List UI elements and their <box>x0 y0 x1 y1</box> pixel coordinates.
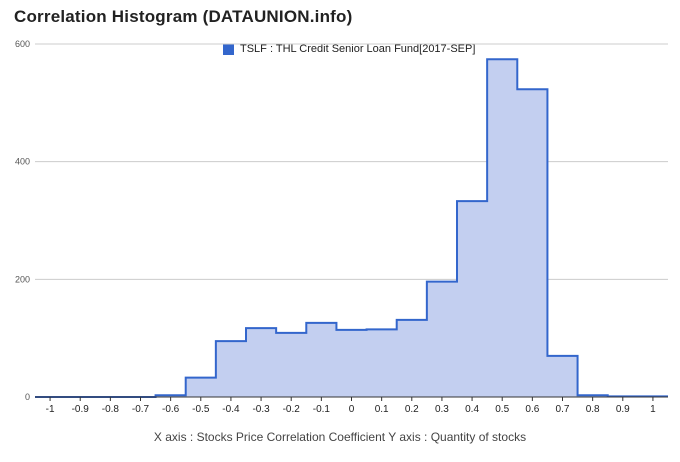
x-tick-label: 0.4 <box>465 404 479 415</box>
histogram-bin <box>547 356 577 397</box>
histogram-bin <box>336 330 366 397</box>
x-tick-label: 0.3 <box>435 404 449 415</box>
histogram-bin <box>367 329 397 397</box>
x-tick-label: -0.8 <box>102 404 120 415</box>
x-tick-label: 0.2 <box>405 404 419 415</box>
histogram-bin <box>427 282 457 397</box>
histogram-bin <box>306 323 336 397</box>
legend[interactable]: TSLF : THL Credit Senior Loan Fund[2017-… <box>223 43 475 55</box>
histogram-bin <box>186 378 216 397</box>
histogram-bin <box>457 201 487 397</box>
histogram-area <box>35 59 668 398</box>
x-tick-label: 0.7 <box>556 404 570 415</box>
x-tick-label: 0.6 <box>525 404 539 415</box>
x-tick-label: 0.1 <box>375 404 389 415</box>
histogram-bin <box>487 59 517 397</box>
y-tick-label: 200 <box>15 274 30 284</box>
legend-label: TSLF : THL Credit Senior Loan Fund[2017-… <box>240 43 476 55</box>
histogram-bin <box>397 320 427 397</box>
y-tick-label: 400 <box>15 157 30 167</box>
histogram-bin <box>276 333 306 397</box>
x-tick-label: 0.9 <box>616 404 630 415</box>
y-tick-label: 600 <box>15 39 30 49</box>
histogram-bin <box>517 89 547 397</box>
x-tick-label: -0.5 <box>192 404 210 415</box>
histogram-bin <box>216 341 246 397</box>
x-tick-label: 1 <box>650 404 656 415</box>
y-tick-label: 0 <box>25 392 30 402</box>
x-tick-label: -0.9 <box>72 404 90 415</box>
x-tick-label: -0.2 <box>283 404 301 415</box>
x-tick-label: 0.8 <box>586 404 600 415</box>
x-tick-label: -0.4 <box>222 404 240 415</box>
chart-title: Correlation Histogram (DATAUNION.info) <box>14 7 353 26</box>
x-tick-label: -0.7 <box>132 404 150 415</box>
x-tick-label: 0 <box>349 404 355 415</box>
axis-caption: X axis : Stocks Price Correlation Coeffi… <box>153 430 527 444</box>
x-tick-label: -0.3 <box>252 404 270 415</box>
legend-swatch <box>223 43 234 55</box>
x-tick-label: -1 <box>46 404 55 415</box>
x-tick-label: -0.6 <box>162 404 180 415</box>
x-tick-label: -0.1 <box>313 404 331 415</box>
histogram-line <box>35 58 668 398</box>
histogram-bin <box>246 328 276 397</box>
x-tick-label: 0.5 <box>495 404 509 415</box>
